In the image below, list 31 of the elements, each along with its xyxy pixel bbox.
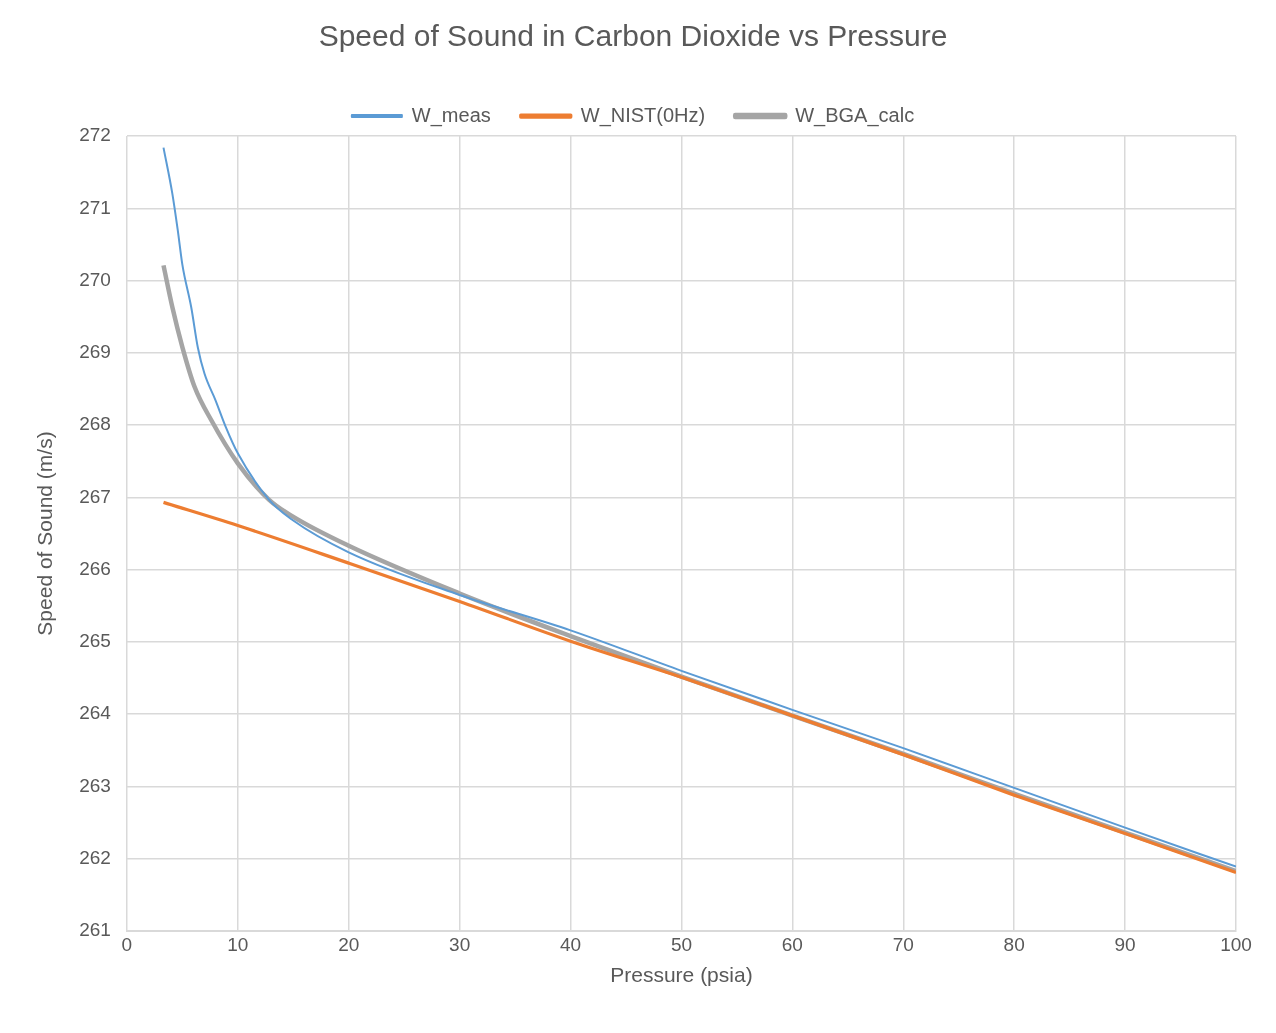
y-tick-label: 264 [79,702,112,724]
x-tick-label: 100 [1220,933,1252,955]
y-tick-label: 269 [79,341,111,363]
y-tick-label: 261 [79,919,111,941]
y-tick-label: 268 [79,413,111,435]
x-tick-label: 60 [781,933,803,955]
x-tick-label: 90 [1114,933,1136,955]
chart-title: Speed of Sound in Carbon Dioxide vs Pressure [318,19,948,53]
line-series [162,146,1236,868]
y-tick-label: 262 [79,846,111,868]
x-tick-label: 70 [892,933,914,955]
y-tick-label: 267 [79,485,111,507]
x-axis-title: Pressure (psia) [610,963,753,987]
x-tick-label: 20 [338,933,360,955]
y-axis-title: Speed of Sound (m/s) [33,431,57,636]
x-tick-label: 40 [559,933,582,955]
legend-label: W_meas [411,103,491,127]
y-tick-label: 272 [79,124,111,146]
x-tick-label: 10 [227,933,249,955]
y-tick-label: 263 [79,774,111,796]
line-series [161,500,1236,875]
y-tick-label: 265 [79,630,111,652]
x-tick-label: 30 [449,933,471,955]
y-tick-label: 271 [79,196,111,218]
y-tick-label: 266 [79,557,111,579]
legend-label: W_BGA_calc [795,103,915,127]
x-tick-label: 80 [1003,933,1025,955]
x-tick-label: 0 [121,933,133,955]
y-tick-label: 270 [79,268,111,290]
legend-label: W_NIST(0Hz) [580,103,706,127]
x-tick-label: 50 [670,933,693,955]
